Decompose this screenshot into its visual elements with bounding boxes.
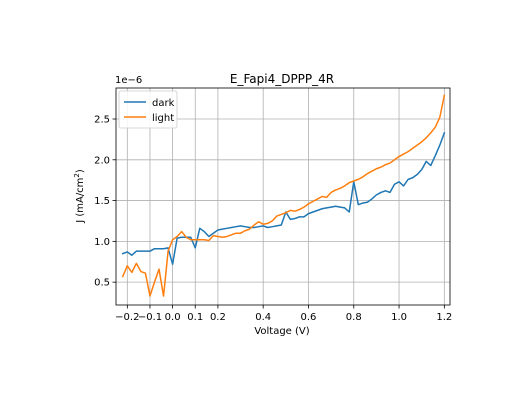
y-axis-label: J (mA/cm2): [73, 169, 86, 224]
y-axis-label-close: ): [75, 169, 86, 173]
legend-box: [118, 90, 178, 129]
x-tick-label: 1.0: [391, 312, 407, 323]
x-tick-label: 0.8: [346, 312, 362, 323]
series-line-dark: [121, 131, 446, 265]
series-layer: [121, 94, 446, 297]
legend-label-dark: dark: [152, 98, 175, 109]
y-tick-label: 0.5: [94, 278, 110, 289]
legend-label-light: light: [152, 113, 174, 124]
y-tick-label: 1.5: [94, 196, 110, 207]
y-tick-label: 1.0: [94, 237, 110, 248]
x-axis: −0.2−0.1 0.0 0.1 0.2 0.4 0.6 0.8 1.0 1.2: [115, 305, 452, 323]
legend: dark light: [118, 90, 178, 129]
x-tick-label: 0.1: [187, 312, 203, 323]
x-tick-label: 0.0: [165, 312, 181, 323]
x-tick-label: 1.2: [436, 312, 452, 323]
y-tick-label: 2.5: [94, 115, 110, 126]
y-axis: 0.5 1.0 1.5 2.0 2.5: [94, 115, 116, 289]
x-tick-label: −0.1: [138, 312, 162, 323]
x-tick-label: 0.6: [301, 312, 317, 323]
x-tick-label: −0.2: [115, 312, 139, 323]
grid: [116, 88, 450, 305]
y-axis-offset-text: 1e−6: [115, 75, 142, 86]
x-tick-label: 0.4: [255, 312, 271, 323]
series-line-light: [121, 94, 446, 297]
y-axis-label-superscript: 2: [73, 173, 81, 177]
y-tick-label: 2.0: [94, 155, 110, 166]
y-axis-label-main: J (mA/cm: [75, 178, 86, 224]
chart-title: E_Fapi4_DPPP_4R: [230, 72, 334, 86]
plot-frame: [115, 87, 451, 306]
x-tick-label: 0.2: [210, 312, 226, 323]
x-axis-label: Voltage (V): [254, 326, 309, 337]
